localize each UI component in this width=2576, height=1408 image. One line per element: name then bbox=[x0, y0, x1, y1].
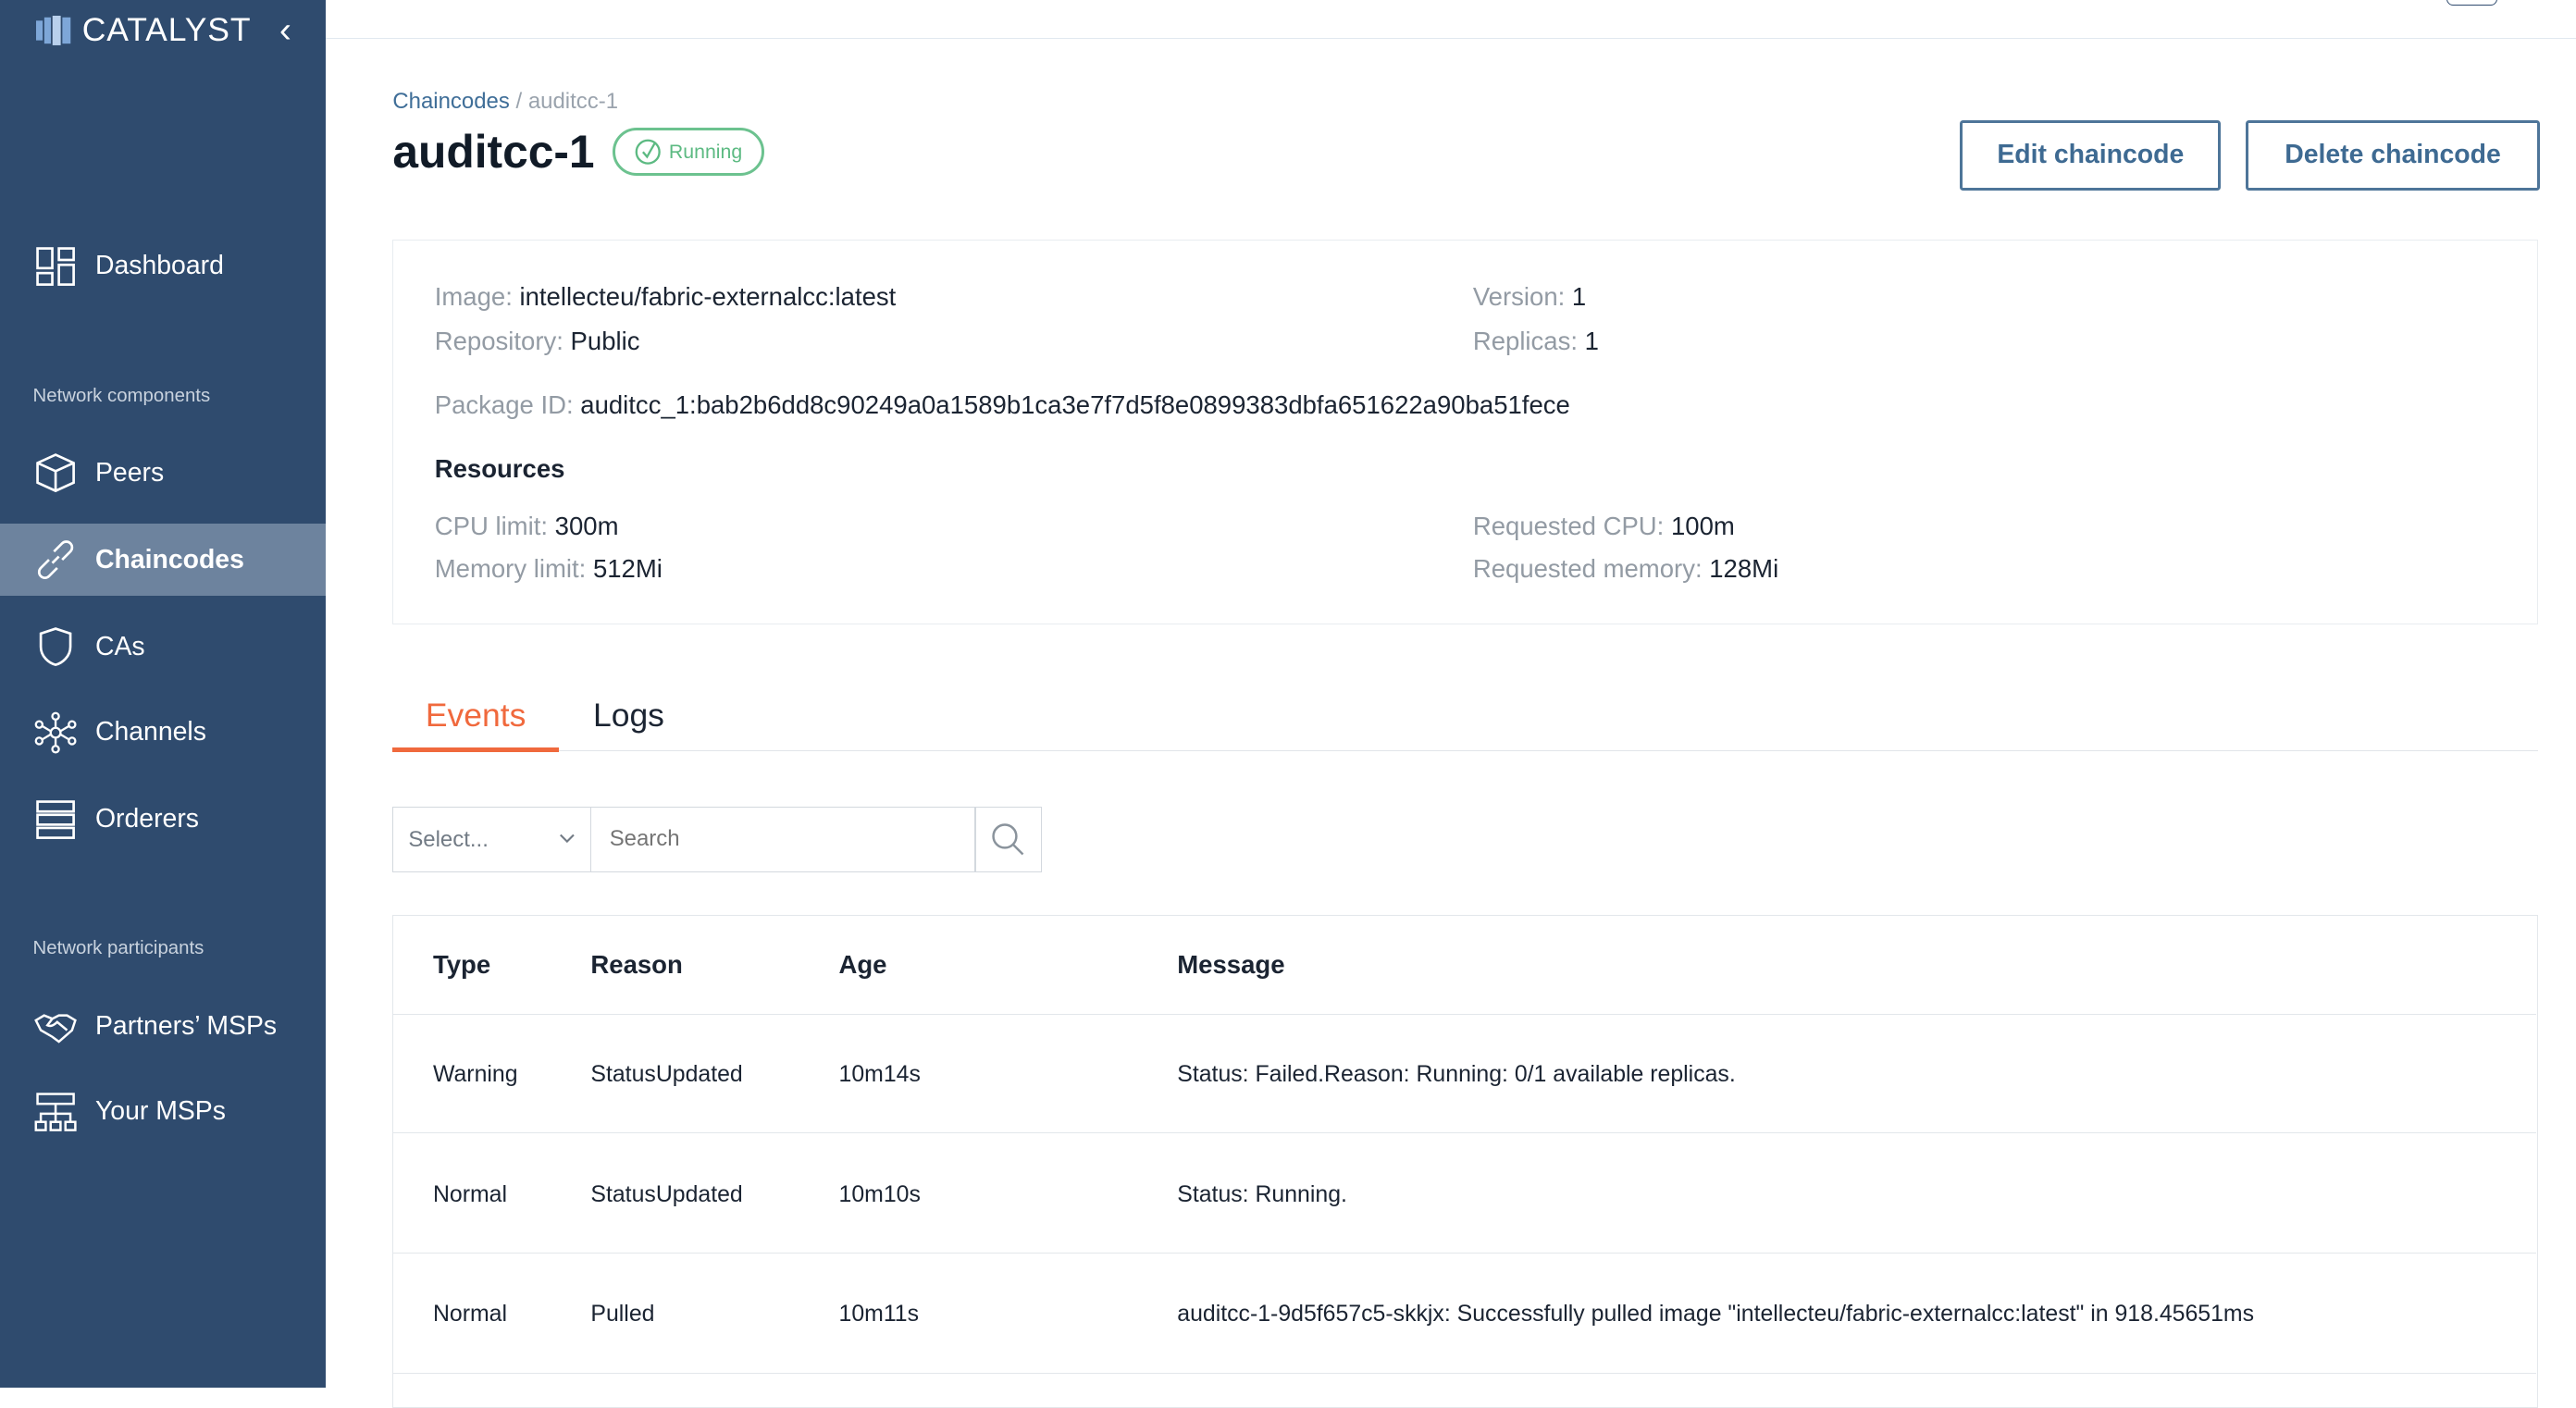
collapse-sidebar-chevron-left-icon[interactable]: ‹ bbox=[279, 9, 291, 50]
sidebar-item-partners-msps[interactable]: Partners’ MSPs bbox=[0, 991, 326, 1063]
table-header-row: Type Reason Age Message bbox=[393, 916, 2536, 1016]
table-row: Warning StatusUpdated 10m14s Status: Fai… bbox=[393, 1014, 2536, 1134]
sidebar-item-peers[interactable]: Peers bbox=[0, 437, 326, 509]
cell-age: 10m10s bbox=[838, 1181, 921, 1207]
sidebar-item-label: Partners’ MSPs bbox=[94, 1011, 278, 1042]
column-header-message: Message bbox=[1177, 950, 1285, 980]
cpu-limit-field: CPU limit: 300m bbox=[434, 512, 619, 541]
package-id-field: Package ID: auditcc_1:bab2b6dd8c90249a0a… bbox=[434, 389, 1570, 419]
cell-age: 10m11s bbox=[838, 1302, 920, 1328]
cell-type: Normal bbox=[432, 1302, 508, 1328]
breadcrumb-chaincodes-link[interactable]: Chaincodes bbox=[392, 88, 510, 114]
cell-message: Status: Running. bbox=[1177, 1181, 1347, 1207]
section-network-participants: Network participants bbox=[32, 937, 204, 958]
logo[interactable]: CATALYST bbox=[36, 11, 251, 49]
tabs-divider bbox=[392, 750, 2539, 752]
sidebar-item-label: Orderers bbox=[94, 804, 199, 834]
type-select[interactable]: Select... bbox=[392, 806, 592, 872]
column-header-type: Type bbox=[432, 950, 491, 980]
sidebar-item-chaincodes[interactable]: Chaincodes bbox=[0, 524, 326, 597]
sidebar-item-label: Dashboard bbox=[94, 251, 224, 281]
breadcrumb-current: auditcc-1 bbox=[527, 88, 619, 114]
cube-icon bbox=[36, 453, 76, 493]
table-row: Normal StatusUpdated 10m10s Status: Runn… bbox=[393, 1134, 2536, 1254]
sidebar-item-label: Peers bbox=[94, 457, 165, 488]
sidebar-item-label: CAs bbox=[94, 632, 145, 662]
replicas-field: Replicas: 1 bbox=[1472, 326, 1599, 355]
events-table: Type Reason Age Message Warning StatusUp… bbox=[392, 914, 2539, 1408]
network-icon bbox=[34, 711, 77, 754]
sidebar-item-channels[interactable]: Channels bbox=[0, 697, 326, 769]
sidebar-item-dashboard[interactable]: Dashboard bbox=[0, 230, 326, 303]
search-button[interactable] bbox=[973, 806, 1042, 872]
chevron-down-icon bbox=[560, 834, 576, 844]
sidebar-item-cas[interactable]: CAs bbox=[0, 611, 326, 683]
search-icon bbox=[992, 823, 1024, 856]
tab-events[interactable]: Events bbox=[425, 696, 526, 734]
sidebar-item-label: Chaincodes bbox=[94, 544, 244, 574]
hierarchy-icon bbox=[34, 1093, 77, 1131]
sidebar-item-label: Your MSPs bbox=[94, 1096, 226, 1127]
breadcrumb: Chaincodes / auditcc-1 bbox=[392, 89, 618, 115]
cell-reason: StatusUpdated bbox=[590, 1061, 743, 1087]
image-field: Image: intellecteu/fabric-externalcc:lat… bbox=[434, 281, 897, 311]
search-input[interactable] bbox=[591, 806, 976, 872]
section-network-components: Network components bbox=[32, 386, 211, 407]
cell-type: Warning bbox=[432, 1061, 518, 1087]
delete-chaincode-button[interactable]: Delete chaincode bbox=[2246, 119, 2540, 191]
sidebar-item-orderers[interactable]: Orderers bbox=[0, 784, 326, 856]
cell-message: auditcc-1-9d5f657c5-skkjx: Successfully … bbox=[1177, 1302, 2255, 1328]
column-header-age: Age bbox=[838, 950, 887, 980]
status-badge: Running bbox=[613, 128, 764, 176]
memory-limit-field: Memory limit: 512Mi bbox=[434, 554, 663, 584]
cell-reason: StatusUpdated bbox=[590, 1181, 743, 1207]
version-field: Version: 1 bbox=[1472, 281, 1587, 311]
logo-text: CATALYST bbox=[81, 11, 252, 49]
resources-heading: Resources bbox=[434, 454, 565, 484]
active-tab-indicator bbox=[392, 747, 559, 753]
cell-age: 10m14s bbox=[838, 1061, 921, 1087]
requested-memory-field: Requested memory: 128Mi bbox=[1472, 554, 1779, 584]
cell-type: Normal bbox=[432, 1181, 508, 1207]
sidebar: CATALYST ‹ Dashboard Network components … bbox=[0, 0, 326, 1389]
cell-reason: Pulled bbox=[590, 1302, 655, 1328]
table-row: Normal Pulled 10m11s auditcc-1-9d5f657c5… bbox=[393, 1254, 2536, 1374]
column-header-reason: Reason bbox=[590, 950, 683, 980]
edit-chaincode-button[interactable]: Edit chaincode bbox=[1960, 119, 2222, 191]
catalyst-logo-icon bbox=[36, 15, 71, 45]
dashboard-icon bbox=[36, 246, 76, 286]
top-bar bbox=[325, 0, 2576, 39]
server-icon bbox=[36, 800, 76, 839]
link-icon bbox=[38, 540, 74, 580]
breadcrumb-separator: / bbox=[515, 88, 523, 114]
shield-icon bbox=[40, 627, 72, 667]
status-text: Running bbox=[668, 140, 743, 163]
page-title: auditcc-1 bbox=[392, 125, 595, 178]
select-placeholder: Select... bbox=[408, 827, 489, 853]
repository-field: Repository: Public bbox=[434, 326, 640, 355]
handshake-icon bbox=[34, 1013, 78, 1044]
chaincode-details-card: Image: intellecteu/fabric-externalcc:lat… bbox=[392, 240, 2539, 624]
cell-message: Status: Failed.Reason: Running: 0/1 avai… bbox=[1177, 1061, 1736, 1087]
top-bar-button[interactable] bbox=[2446, 0, 2497, 6]
tab-logs[interactable]: Logs bbox=[592, 696, 664, 734]
sidebar-item-label: Channels bbox=[94, 717, 206, 747]
check-circle-icon bbox=[635, 139, 661, 165]
requested-cpu-field: Requested CPU: 100m bbox=[1472, 512, 1735, 541]
sidebar-item-your-msps[interactable]: Your MSPs bbox=[0, 1076, 326, 1148]
